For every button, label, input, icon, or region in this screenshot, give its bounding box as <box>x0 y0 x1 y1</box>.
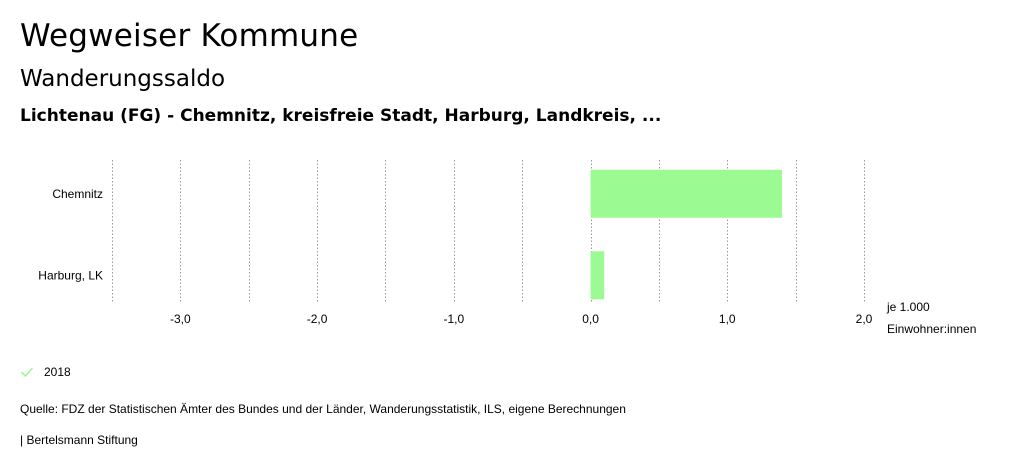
x-tick-label: 2,0 <box>856 312 873 326</box>
category-labels: Chemnitz Harburg, LK <box>38 187 103 283</box>
x-tick-label: -3,0 <box>170 312 191 326</box>
legend[interactable]: 2018 <box>20 363 71 381</box>
unit-label-line1: je 1.000 <box>886 300 930 314</box>
bar <box>590 251 605 300</box>
chart-subtitle: Wanderungssaldo <box>20 66 226 92</box>
credit-note: | Bertelsmann Stiftung <box>20 433 138 447</box>
category-label: Harburg, LK <box>38 268 103 282</box>
bars <box>590 169 782 300</box>
x-tick-labels: -3,0 -2,0 -1,0 0,0 1,0 2,0 <box>170 312 873 326</box>
x-tick-label: -2,0 <box>307 312 328 326</box>
bar <box>590 169 782 218</box>
page-title: Wegweiser Kommune <box>20 18 359 54</box>
unit-label-line2: Einwohner:innen <box>887 322 976 336</box>
x-tick-label: 1,0 <box>719 312 736 326</box>
legend-label-2018: 2018 <box>44 365 71 379</box>
category-label: Chemnitz <box>52 187 103 201</box>
source-note: Quelle: FDZ der Statistischen Ämter des … <box>20 402 626 416</box>
region-line: Lichtenau (FG) - Chemnitz, kreisfreie St… <box>20 106 662 126</box>
checkmark-icon[interactable] <box>20 365 34 379</box>
x-tick-label: -1,0 <box>443 312 464 326</box>
x-tick-label: 0,0 <box>582 312 599 326</box>
